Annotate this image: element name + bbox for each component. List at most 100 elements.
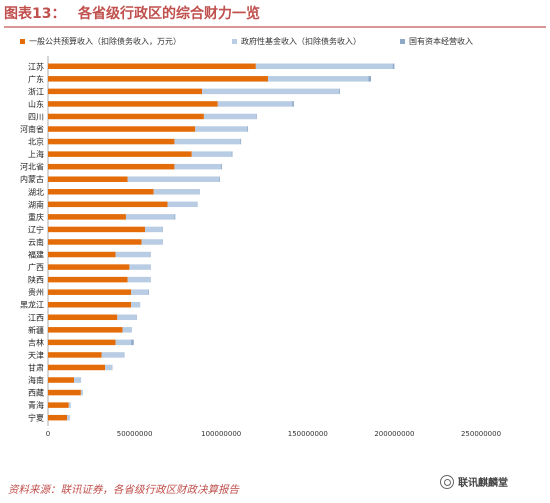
- bar-fund-income: [68, 402, 71, 408]
- bar-state-capital: [247, 126, 249, 132]
- bar-fund-income: [191, 151, 232, 157]
- bar-general-budget: [48, 189, 154, 195]
- bar-general-budget: [48, 113, 204, 120]
- bar-fund-income: [202, 88, 339, 95]
- x-tick-label: 150000000: [288, 430, 328, 438]
- x-tick-label: 250000000: [461, 430, 501, 438]
- category-label: 甘肃: [28, 362, 44, 372]
- bar-state-capital: [162, 239, 163, 245]
- bar-fund-income: [127, 176, 220, 182]
- bar-fund-income: [101, 352, 125, 358]
- category-label: 贵州: [28, 287, 44, 297]
- category-label: 宁夏: [28, 413, 44, 423]
- bar-state-capital: [219, 176, 220, 182]
- category-label: 海南: [28, 375, 44, 385]
- category-label: 西藏: [28, 388, 44, 398]
- bar-fund-income: [217, 101, 293, 107]
- bar-general-budget: [48, 201, 168, 208]
- bar-general-budget: [48, 339, 116, 346]
- x-tick-label: 50000000: [117, 430, 153, 438]
- bar-general-budget: [48, 101, 218, 107]
- category-label: 天津: [28, 350, 44, 360]
- category-label: 浙江: [28, 86, 44, 96]
- bar-general-budget: [48, 63, 256, 70]
- bar-general-budget: [48, 214, 126, 220]
- bar-fund-income: [167, 201, 197, 208]
- bar-general-budget: [48, 239, 142, 245]
- title-divider: [4, 26, 546, 28]
- bar-fund-income: [153, 189, 199, 195]
- bar-general-budget: [48, 377, 74, 383]
- bar-general-budget: [48, 226, 145, 233]
- category-label: 四川: [28, 112, 44, 121]
- category-label: 河南省: [20, 124, 44, 134]
- legend-item-fund-income: 政府性基金收入（扣除债务收入）: [232, 36, 361, 47]
- legend-label-general-budget: 一般公共预算收入（扣除债务收入，万元）: [29, 37, 181, 46]
- x-tick-label: 100000000: [201, 430, 241, 438]
- bar-fund-income: [127, 276, 151, 283]
- bar-general-budget: [48, 276, 128, 283]
- bar-general-budget: [48, 301, 132, 308]
- bar-state-capital: [136, 314, 137, 321]
- category-label: 福建: [28, 250, 44, 260]
- x-tick-label: 200000000: [374, 430, 414, 438]
- bar-state-capital: [240, 138, 242, 145]
- bar-state-capital: [162, 226, 163, 233]
- bar-general-budget: [48, 352, 102, 358]
- bar-fund-income: [131, 301, 140, 308]
- legend-swatch-state-capital: [400, 39, 405, 44]
- bar-fund-income: [174, 163, 222, 170]
- bar-fund-income: [131, 289, 149, 295]
- legend-swatch-general-budget: [20, 39, 25, 44]
- category-label: 广东: [28, 74, 44, 84]
- bar-fund-income: [80, 389, 83, 396]
- legend-label-state-capital: 国有资本经营收入: [409, 37, 473, 46]
- bar-general-budget: [48, 138, 175, 145]
- bar-general-budget: [48, 151, 192, 157]
- bar-general-budget: [48, 126, 196, 132]
- category-label: 上海: [28, 149, 44, 159]
- bar-fund-income: [129, 264, 151, 270]
- bar-state-capital: [131, 339, 134, 346]
- bar-state-capital: [150, 264, 151, 270]
- bar-state-capital: [150, 276, 151, 283]
- bar-state-capital: [131, 327, 132, 333]
- bar-fund-income: [115, 339, 132, 346]
- figure-label: 图表13：: [4, 6, 66, 22]
- wechat-icon: [440, 474, 454, 489]
- bar-fund-income: [115, 251, 151, 258]
- bar-fund-income: [141, 239, 163, 245]
- source-note: 资料来源：联讯证券，各省级行政区财政决算报告: [8, 484, 239, 496]
- bar-general-budget: [48, 251, 116, 258]
- category-label: 山东: [28, 99, 44, 109]
- category-label: 云南: [28, 237, 44, 247]
- bar-state-capital: [255, 113, 257, 120]
- bar-fund-income: [174, 138, 241, 145]
- category-label: 新疆: [28, 325, 44, 335]
- bar-fund-income: [195, 126, 248, 132]
- legend-item-general-budget: 一般公共预算收入（扣除债务收入，万元）: [20, 36, 181, 47]
- bar-fund-income: [267, 76, 369, 82]
- bar-general-budget: [48, 163, 175, 170]
- category-label: 黑龙江: [20, 300, 44, 310]
- legend-label-fund-income: 政府性基金收入（扣除债务收入）: [241, 37, 361, 46]
- bar-state-capital: [198, 189, 200, 195]
- category-label: 江西: [28, 313, 44, 322]
- bar-general-budget: [48, 414, 68, 421]
- bar-general-budget: [48, 264, 130, 270]
- bar-state-capital: [368, 76, 372, 82]
- bar-general-budget: [48, 402, 69, 408]
- bar-general-budget: [48, 289, 132, 295]
- bar-general-budget: [48, 364, 106, 371]
- bar-state-capital: [338, 88, 340, 95]
- category-label: 辽宁: [28, 224, 44, 234]
- bar-general-budget: [48, 176, 128, 182]
- category-label: 内蒙古: [20, 174, 44, 184]
- category-label: 吉林: [28, 337, 44, 347]
- bar-state-capital: [292, 101, 294, 107]
- bar-state-capital: [174, 214, 176, 220]
- category-label: 广西: [28, 262, 44, 272]
- x-tick-label: 0: [46, 430, 50, 438]
- category-label: 江苏: [28, 61, 44, 71]
